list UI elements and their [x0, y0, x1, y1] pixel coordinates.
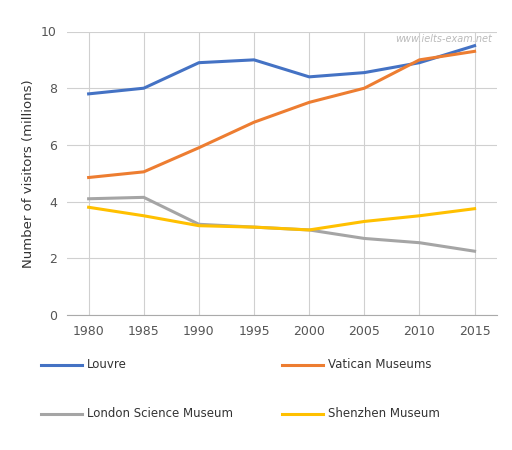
Text: Louvre: Louvre: [87, 359, 127, 371]
Text: Vatican Museums: Vatican Museums: [328, 359, 431, 371]
Text: London Science Museum: London Science Museum: [87, 407, 233, 420]
Y-axis label: Number of visitors (millions): Number of visitors (millions): [23, 79, 35, 268]
Text: Shenzhen Museum: Shenzhen Museum: [328, 407, 440, 420]
Text: www.ielts-exam.net: www.ielts-exam.net: [395, 34, 493, 45]
